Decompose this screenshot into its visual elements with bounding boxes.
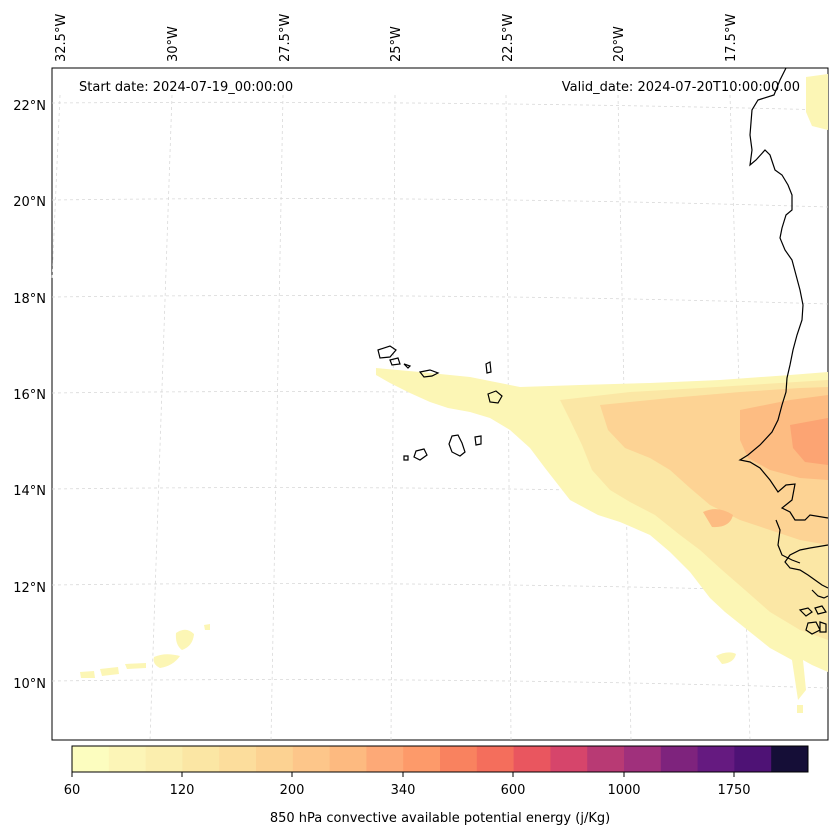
cape-field bbox=[80, 74, 828, 713]
cabo-verde-brava bbox=[403, 455, 409, 461]
cape-patch-2 bbox=[153, 654, 180, 668]
lon-label-32-5w: 32.5°W bbox=[54, 14, 69, 62]
colorbar-tick-label-200: 200 bbox=[280, 783, 305, 798]
cape-contour-340-b bbox=[703, 509, 733, 528]
parallel-14n bbox=[51, 487, 829, 497]
latitude-labels: 22°N 20°N 18°N 16°N 14°N 12°N 10°N bbox=[13, 99, 46, 692]
parallel-22n bbox=[51, 101, 829, 111]
lat-label-12n: 12°N bbox=[13, 581, 46, 596]
cabo-verde-maio bbox=[474, 435, 482, 446]
lon-label-27-5w: 27.5°W bbox=[278, 14, 293, 62]
colorbar-cell bbox=[108, 746, 147, 772]
cabo-verde-santa-luzia bbox=[403, 363, 412, 369]
colorbar-tick-label-120: 120 bbox=[170, 783, 195, 798]
colorbar-cell bbox=[513, 746, 551, 772]
lat-label-16n: 16°N bbox=[13, 388, 46, 403]
meridian-32-5w bbox=[51, 94, 61, 281]
lon-label-30w: 30°W bbox=[166, 26, 181, 62]
cabo-verde-fogo bbox=[413, 448, 428, 461]
colorbar-tick-label-340: 340 bbox=[391, 783, 416, 798]
colorbar: 60 120 200 340 600 1000 1750 850 hPa con… bbox=[64, 745, 809, 826]
cabo-verde-sao-nicolau bbox=[418, 369, 440, 378]
cabo-verde-boa-vista bbox=[487, 390, 503, 404]
africa-coastline-south bbox=[784, 544, 829, 589]
colorbar-cells bbox=[72, 746, 809, 772]
parallel-12n bbox=[51, 583, 829, 593]
colorbar-cell bbox=[587, 746, 625, 772]
colorbar-cell bbox=[440, 746, 478, 772]
lat-label-14n: 14°N bbox=[13, 484, 46, 499]
parallel-20n bbox=[51, 198, 829, 208]
colorbar-cell bbox=[476, 746, 515, 772]
colorbar-cell bbox=[660, 746, 699, 772]
cape-patch-7 bbox=[797, 705, 803, 713]
lon-label-22-5w: 22.5°W bbox=[501, 14, 516, 62]
start-date-label: Start date: 2024-07-19_00:00:00 bbox=[79, 80, 293, 95]
lat-label-20n: 20°N bbox=[13, 195, 46, 210]
bijagos-islands bbox=[798, 605, 827, 635]
lon-label-20w: 20°W bbox=[612, 26, 627, 62]
colorbar-cell bbox=[219, 746, 257, 772]
colorbar-cell bbox=[697, 746, 735, 772]
colorbar-tick-label-1750: 1750 bbox=[717, 783, 750, 798]
colorbar-cell bbox=[366, 746, 404, 772]
colorbar-cell bbox=[256, 746, 294, 772]
cape-patch-3 bbox=[125, 663, 146, 669]
valid-date-label: Valid_date: 2024-07-20T10:00:00.00 bbox=[562, 80, 800, 95]
longitude-labels: 32.5°W 30°W 27.5°W 25°W 22.5°W 20°W 17.5… bbox=[54, 14, 739, 62]
cape-patch-6 bbox=[716, 652, 736, 664]
cape-patch-1 bbox=[175, 629, 194, 650]
colorbar-cell bbox=[292, 746, 331, 772]
colorbar-cell bbox=[329, 746, 367, 772]
cabo-verde-santo-antao bbox=[377, 345, 397, 359]
cabo-verde-sao-vicente bbox=[389, 357, 401, 366]
colorbar-cell bbox=[182, 746, 220, 772]
cape-patch-4 bbox=[100, 667, 119, 676]
lat-label-22n: 22°N bbox=[13, 99, 46, 114]
colorbar-cell bbox=[550, 746, 588, 772]
guinea-coast bbox=[811, 589, 829, 599]
colorbar-tick-label-1000: 1000 bbox=[607, 783, 640, 798]
cabo-verde-sal bbox=[485, 361, 492, 374]
cape-contour-600 bbox=[790, 418, 828, 465]
lat-label-18n: 18°N bbox=[13, 292, 46, 307]
colorbar-cell bbox=[145, 746, 183, 772]
colorbar-cell bbox=[72, 746, 110, 772]
coastlines bbox=[377, 67, 829, 635]
colorbar-cell bbox=[734, 746, 772, 772]
cabo-verde-santiago bbox=[448, 434, 466, 457]
cape-patch-8 bbox=[806, 74, 828, 130]
colorbar-label: 850 hPa convective available potential e… bbox=[270, 811, 610, 826]
parallel-18n bbox=[51, 295, 829, 305]
graticule bbox=[51, 94, 829, 741]
colorbar-outline bbox=[71, 745, 809, 773]
cape-patch-9 bbox=[204, 624, 210, 630]
senegal-gambia-coast bbox=[775, 519, 801, 564]
parallel-10n bbox=[51, 679, 829, 689]
parallel-16n bbox=[51, 391, 829, 401]
colorbar-tick-label-60: 60 bbox=[64, 783, 81, 798]
cape-patch-5 bbox=[80, 671, 95, 678]
lon-label-25w: 25°W bbox=[389, 26, 404, 62]
lat-label-10n: 10°N bbox=[13, 677, 46, 692]
colorbar-cell bbox=[403, 746, 441, 772]
lon-label-17-5w: 17.5°W bbox=[724, 14, 739, 62]
africa-coastline bbox=[738, 67, 829, 521]
colorbar-ticks bbox=[71, 772, 735, 777]
colorbar-cell bbox=[624, 746, 662, 772]
colorbar-tick-label-600: 600 bbox=[501, 783, 526, 798]
colorbar-cell bbox=[771, 746, 809, 772]
